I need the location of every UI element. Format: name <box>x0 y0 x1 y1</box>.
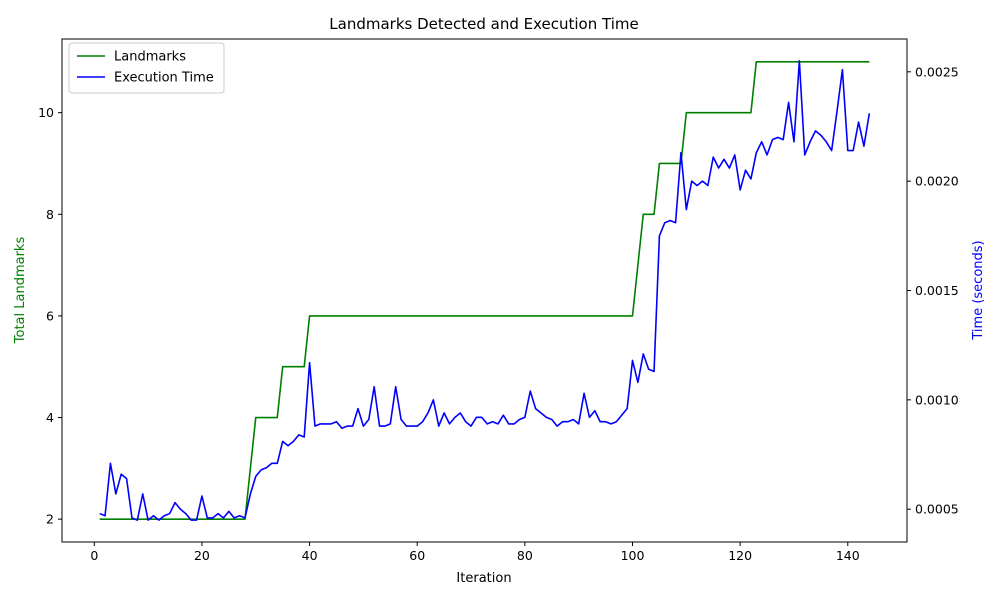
y-axis-right-title: Time (seconds) <box>971 240 986 340</box>
legend-label-execution-time: Execution Time <box>114 71 214 86</box>
y-axis-left-title: Total Landmarks <box>13 237 28 345</box>
x-tick-label: 40 <box>302 548 318 563</box>
x-tick-label: 80 <box>517 548 533 563</box>
y-axis-left: 2 4 6 8 10 <box>38 105 62 527</box>
y-right-tick-label: 0.0015 <box>915 283 959 298</box>
y-left-tick-label: 2 <box>46 512 54 527</box>
legend: Landmarks Execution Time <box>68 42 225 94</box>
x-axis: 0 20 40 60 80 100 120 140 <box>90 542 860 563</box>
x-tick-label: 20 <box>194 548 210 563</box>
x-tick-label: 60 <box>409 548 425 563</box>
x-tick-label: 100 <box>621 548 645 563</box>
landmarks-series-line <box>99 61 870 520</box>
series-layer <box>99 60 871 521</box>
legend-frame <box>68 42 225 94</box>
y-axis-right: 0.0005 0.0010 0.0015 0.0020 0.0025 <box>907 64 959 517</box>
plot-area <box>61 38 908 543</box>
y-left-tick-label: 10 <box>38 105 54 120</box>
y-left-tick-label: 6 <box>46 308 54 323</box>
x-axis-title: Iteration <box>456 571 511 586</box>
y-right-tick-label: 0.0025 <box>915 64 959 79</box>
y-right-tick-label: 0.0010 <box>915 392 959 407</box>
y-right-tick-label: 0.0020 <box>915 174 959 189</box>
execution-time-series-line <box>99 60 871 521</box>
x-tick-label: 120 <box>728 548 752 563</box>
x-tick-label: 0 <box>90 548 98 563</box>
chart-title: Landmarks Detected and Execution Time <box>329 15 638 33</box>
y-left-tick-label: 8 <box>46 207 54 222</box>
x-tick-label: 140 <box>836 548 860 563</box>
y-left-tick-label: 4 <box>46 410 54 425</box>
y-right-tick-label: 0.0005 <box>915 502 959 517</box>
legend-label-landmarks: Landmarks <box>114 50 186 65</box>
